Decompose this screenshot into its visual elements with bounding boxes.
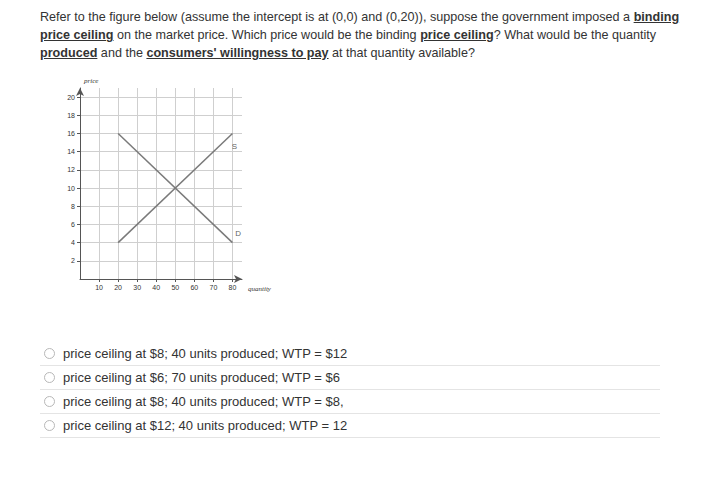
svg-text:S: S xyxy=(232,142,237,151)
svg-text:price: price xyxy=(83,77,98,85)
svg-text:60: 60 xyxy=(190,284,198,291)
svg-text:30: 30 xyxy=(133,284,141,291)
svg-text:6: 6 xyxy=(71,221,75,228)
html-text:price ceiling at $6; 70 units: price ceiling at $6; 70 units produced; … xyxy=(63,370,340,385)
svg-text:2: 2 xyxy=(71,257,75,264)
svg-text:50: 50 xyxy=(171,284,179,291)
svg-text:16: 16 xyxy=(67,130,75,137)
html-text:produced and the consumers' wi: produced and the consumers' willingness … xyxy=(40,46,475,60)
svg-text:4: 4 xyxy=(71,239,75,246)
svg-text:8: 8 xyxy=(71,203,75,210)
svg-text:14: 14 xyxy=(67,148,75,155)
html-text:price ceiling at $8; 40 units: price ceiling at $8; 40 units produced; … xyxy=(63,346,348,361)
html-text:price ceiling on the market pr: price ceiling on the market price. Which… xyxy=(40,28,656,42)
html-text:Refer to the figure below (ass: Refer to the figure below (assume the in… xyxy=(40,10,680,24)
svg-text:10: 10 xyxy=(95,284,103,291)
svg-text:40: 40 xyxy=(152,284,160,291)
svg-text:10: 10 xyxy=(67,185,75,192)
svg-text:quantity: quantity xyxy=(248,285,272,293)
svg-text:80: 80 xyxy=(229,284,237,291)
svg-text:18: 18 xyxy=(67,112,75,119)
svg-text:D: D xyxy=(235,229,241,238)
svg-text:70: 70 xyxy=(210,284,218,291)
html-text:price ceiling at $8; 40 units: price ceiling at $8; 40 units produced; … xyxy=(63,394,344,409)
svg-text:20: 20 xyxy=(114,284,122,291)
html-text:price ceiling at $12; 40 units: price ceiling at $12; 40 units produced;… xyxy=(63,418,348,433)
svg-text:12: 12 xyxy=(67,166,75,173)
svg-text:20: 20 xyxy=(67,94,75,101)
